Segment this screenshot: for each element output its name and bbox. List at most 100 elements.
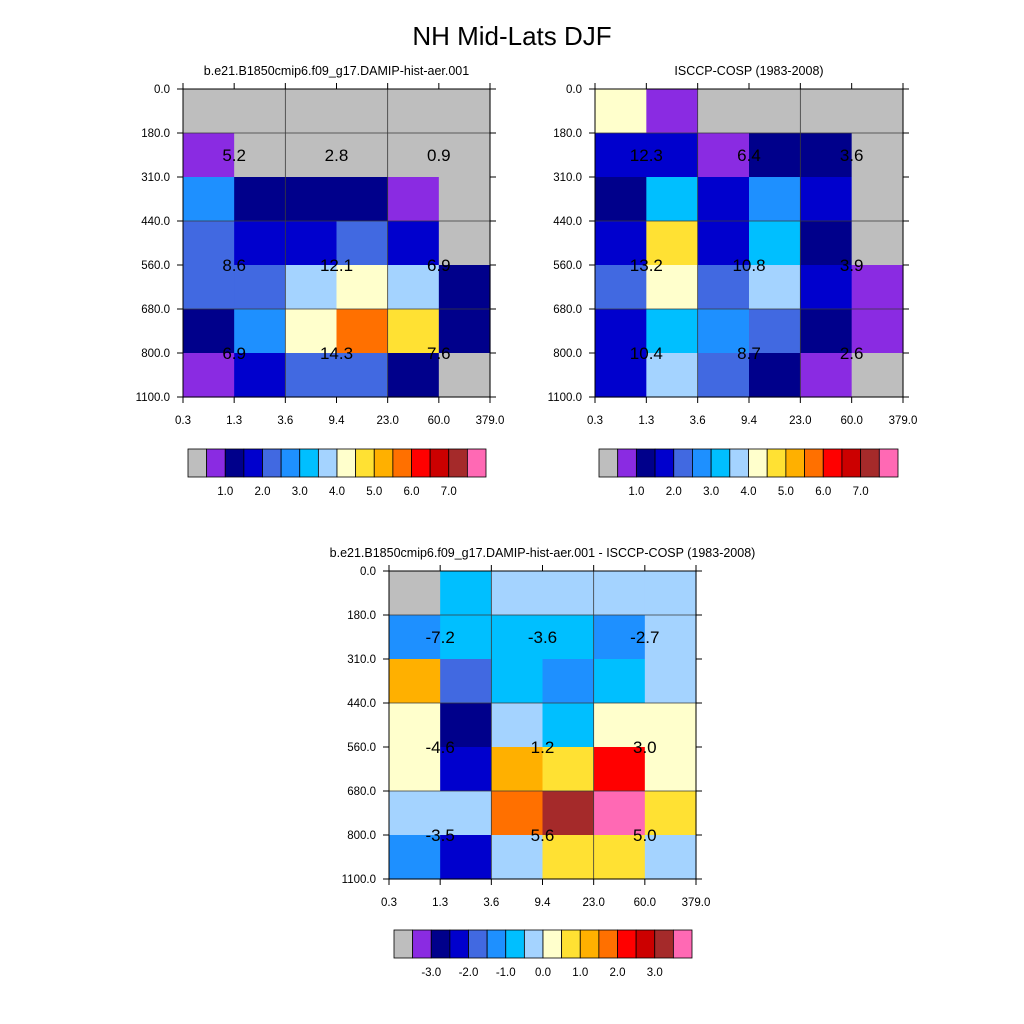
- cell-value-label: 1.2: [531, 738, 555, 757]
- heatmap-cell: [749, 265, 801, 310]
- heatmap-cell: [593, 659, 646, 704]
- y-tick-label: 0.0: [566, 84, 582, 96]
- heatmap-cell: [183, 133, 235, 178]
- heatmap-cell: [542, 791, 595, 836]
- colorbar-label: 4.0: [329, 486, 345, 498]
- y-tick-label: 0.0: [154, 84, 170, 96]
- colorbar-label: 3.0: [292, 486, 308, 498]
- colorbar-swatch: [878, 448, 899, 478]
- heatmap-cell: [800, 265, 853, 310]
- heatmap-cell: [438, 221, 491, 266]
- y-tick-label: 560.0: [347, 742, 376, 754]
- heatmap-cell: [644, 703, 697, 748]
- y-tick-label: 560.0: [141, 260, 170, 272]
- heatmap-cell: [593, 615, 646, 660]
- colorbar-swatch: [654, 929, 674, 959]
- colorbar-swatch: [187, 448, 208, 478]
- heatmap-cell: [697, 133, 750, 178]
- y-tick-label: 680.0: [347, 786, 376, 798]
- x-tick-label: 9.4: [329, 415, 346, 427]
- heatmap-cell: [595, 177, 647, 222]
- heatmap-cell: [389, 791, 441, 836]
- x-tick-label: 379.0: [682, 897, 711, 909]
- heatmap-cell: [595, 309, 647, 354]
- x-tick-label: 1.3: [638, 415, 654, 427]
- colorbar-label: 3.0: [703, 486, 719, 498]
- cell-value-label: 5.6: [531, 826, 555, 845]
- cell-value-label: 6.4: [737, 146, 761, 165]
- panel-title: b.e21.B1850cmip6.f09_g17.DAMIP-hist-aer.…: [330, 546, 756, 560]
- heatmap-cell: [234, 265, 286, 310]
- colorbar-swatch: [692, 448, 712, 478]
- heatmap-cell: [542, 571, 595, 616]
- colorbar-swatch: [654, 448, 675, 478]
- colorbar-swatch: [224, 448, 245, 478]
- heatmap-cell: [234, 221, 286, 266]
- heatmap-cell: [697, 89, 750, 134]
- colorbar-swatch: [392, 448, 412, 478]
- cell-value-label: 3.0: [633, 738, 657, 757]
- y-tick-label: 800.0: [141, 348, 170, 360]
- heatmap-cell: [285, 309, 338, 354]
- heatmap-cell: [644, 615, 697, 660]
- heatmap-cell: [387, 309, 440, 354]
- x-tick-label: 0.3: [381, 897, 397, 909]
- y-tick-label: 1100.0: [136, 392, 170, 404]
- x-tick-label: 0.3: [587, 415, 603, 427]
- colorbar-swatch: [206, 448, 226, 478]
- heatmap-cell: [646, 353, 699, 398]
- cell-value-label: 6.9: [427, 256, 451, 275]
- heatmap-cell: [542, 703, 595, 748]
- colorbar-swatch: [841, 448, 862, 478]
- heatmap-cell: [749, 177, 801, 222]
- cell-value-label: 3.9: [840, 256, 864, 275]
- heatmap-cell: [595, 353, 647, 398]
- colorbar: -3.0 -2.0 -1.0 0.0 1.0 2.0 3.0: [393, 929, 693, 979]
- heatmap-cell: [749, 89, 801, 134]
- heatmap-cell: [491, 659, 544, 704]
- colorbar-swatch: [373, 448, 394, 478]
- colorbar-label: 2.0: [255, 486, 271, 498]
- colorbar-swatch: [672, 929, 693, 959]
- x-tick-label: 3.6: [690, 415, 706, 427]
- heatmap-cell: [800, 89, 853, 134]
- colorbar-label: 2.0: [610, 967, 626, 979]
- heatmap-cell: [749, 133, 801, 178]
- heatmap-cell: [438, 265, 491, 310]
- heatmap-cell: [800, 221, 853, 266]
- colorbar-label: 0.0: [535, 967, 551, 979]
- colorbar-swatch: [243, 448, 263, 478]
- heatmap-panel-2: ISCCP-COSP (1983-2008) 0.3 1.3 3.6 9.4 23.0 60…: [548, 64, 918, 498]
- heatmap-cell: [851, 309, 904, 354]
- heatmap-cell: [183, 353, 235, 398]
- cell-value-label: 7.6: [427, 344, 451, 363]
- colorbar-swatch: [598, 929, 618, 959]
- y-tick-label: 560.0: [553, 260, 582, 272]
- colorbar-swatch: [598, 448, 619, 478]
- heatmap-cell: [644, 571, 697, 616]
- colorbar-swatch: [393, 929, 414, 959]
- heatmap-cell: [438, 309, 491, 354]
- heatmap-cell: [595, 221, 647, 266]
- colorbar-swatch: [523, 929, 544, 959]
- heatmap-cell: [440, 835, 492, 880]
- heatmap-cell: [593, 835, 646, 880]
- heatmap-cell: [644, 791, 697, 836]
- heatmap-cell: [800, 177, 853, 222]
- heatmap-cell: [234, 89, 286, 134]
- heatmap-cell: [440, 703, 492, 748]
- heatmap-cell: [387, 221, 440, 266]
- heatmap-cell: [440, 659, 492, 704]
- colorbar: 1.0 2.0 3.0 4.0 5.0 6.0 7.0: [187, 448, 487, 498]
- colorbar-swatch: [673, 448, 693, 478]
- heatmap-cell: [646, 133, 699, 178]
- colorbar-label: -3.0: [421, 967, 441, 979]
- y-tick-label: 440.0: [141, 216, 170, 228]
- y-tick-label: 440.0: [553, 216, 582, 228]
- heatmap-cell: [542, 835, 595, 880]
- y-tick-label: 310.0: [553, 172, 582, 184]
- heatmap-cell: [644, 747, 697, 792]
- colorbar-swatch: [785, 448, 805, 478]
- heatmap-cell: [440, 615, 492, 660]
- colorbar-swatch: [804, 448, 824, 478]
